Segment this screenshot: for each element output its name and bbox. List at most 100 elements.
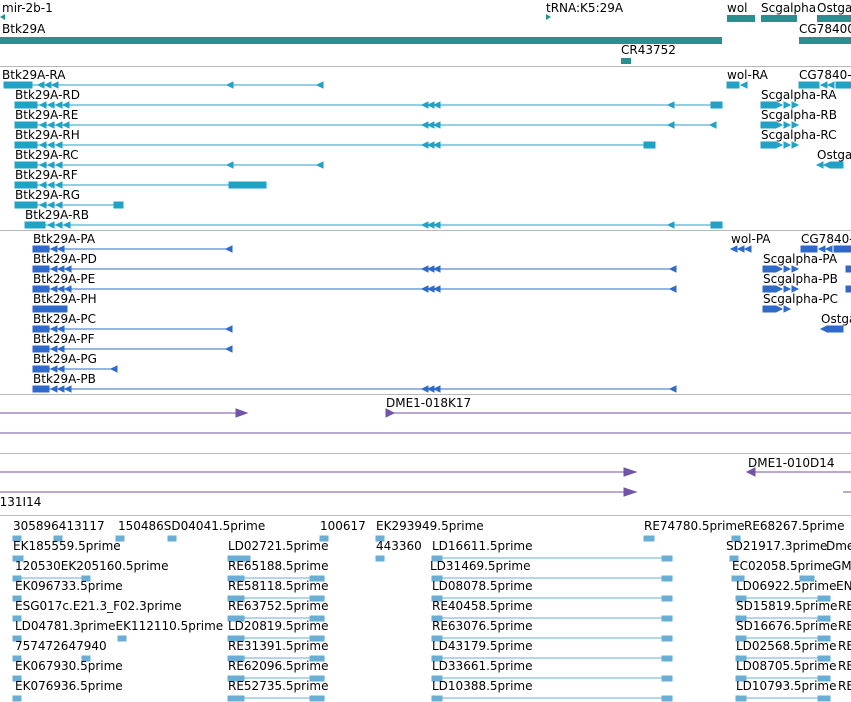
protein-label-pa[interactable]: Btk29A-PA xyxy=(33,232,96,246)
est-label[interactable]: SD15819.5prime xyxy=(736,599,838,613)
transcript-label-scgalpha-rb[interactable]: Scgalpha-RB xyxy=(761,108,837,122)
gene-label-cg7840[interactable]: CG78400 xyxy=(799,22,851,36)
gene-label-btk29a[interactable]: Btk29A xyxy=(2,22,46,36)
est-label[interactable]: EK067930.5prime xyxy=(15,659,123,673)
est-label[interactable]: RE xyxy=(838,679,851,693)
protein-label-pe[interactable]: Btk29A-PE xyxy=(33,272,96,286)
gene-ostga xyxy=(817,15,851,22)
clone-label-018k17[interactable]: DME1-018K17 xyxy=(386,396,472,410)
protein-label-scgalpha-pb[interactable]: Scgalpha-PB xyxy=(763,272,838,286)
gene-label-mir[interactable]: mir-2b-1 xyxy=(2,1,53,15)
est-label[interactable]: LD16611.5prime xyxy=(432,539,533,553)
transcript-label-scgalpha-ra[interactable]: Scgalpha-RA xyxy=(761,88,837,102)
est-label[interactable]: RE xyxy=(838,619,851,633)
est-label[interactable]: LD33661.5prime xyxy=(432,659,533,673)
track-separator xyxy=(0,66,851,67)
est-label[interactable]: RE31391.5prime xyxy=(228,639,329,653)
transcript-label-rb[interactable]: Btk29A-RB xyxy=(25,208,90,222)
protein-label-ph[interactable]: Btk29A-PH xyxy=(33,292,97,306)
transcript-glyphs xyxy=(3,81,851,229)
est-label[interactable]: RE58118.5prime xyxy=(228,579,329,593)
transcript-label-cg7840-ra[interactable]: CG7840- xyxy=(799,68,851,82)
est-label[interactable]: LD06922.5prime xyxy=(736,579,837,593)
transcript-label-rd[interactable]: Btk29A-RD xyxy=(15,88,81,102)
est-label[interactable]: 150486SD04041.5prime xyxy=(118,519,266,533)
est-label[interactable]: LD10793.5prime xyxy=(736,679,837,693)
protein-label-pb[interactable]: Btk29A-PB xyxy=(33,372,96,386)
protein-label-pg[interactable]: Btk29A-PG xyxy=(33,352,97,366)
transcript-label-scgalpha-rc[interactable]: Scgalpha-RC xyxy=(761,128,837,142)
est-label[interactable]: 120530EK205160.5prime xyxy=(15,559,169,573)
protein-label-cg7840-pa[interactable]: CG7840- xyxy=(801,232,851,246)
est-label[interactable]: ESG017c.E21.3_F02.3prime xyxy=(15,599,182,613)
gene-btk29a xyxy=(0,37,722,44)
transcript-label-ra[interactable]: Btk29A-RA xyxy=(2,68,66,82)
est-label[interactable]: RE74780.5prime xyxy=(644,519,745,533)
track-separator xyxy=(0,394,851,395)
est-label[interactable]: EK076936.5prime xyxy=(15,679,123,693)
est-label[interactable]: EK293949.5prime xyxy=(376,519,484,533)
protein-label-pd[interactable]: Btk29A-PD xyxy=(33,252,97,266)
gene-cr43752 xyxy=(621,58,631,64)
gene-scgalpha xyxy=(761,15,797,22)
transcript-label-ostga[interactable]: Ostga xyxy=(817,148,851,162)
est-label[interactable]: LD08078.5prime xyxy=(432,579,533,593)
gene-label-ostga[interactable]: Ostga xyxy=(817,1,851,15)
est-label[interactable]: SD16676.5prime xyxy=(736,619,838,633)
est-label[interactable]: SD21917.3prime xyxy=(726,539,828,553)
gene-trna xyxy=(546,14,551,20)
est-glyphs xyxy=(12,535,831,702)
gene-label-cr43752[interactable]: CR43752 xyxy=(621,43,676,57)
est-label[interactable]: RE xyxy=(838,659,851,673)
est-label[interactable]: 757472647940 xyxy=(15,639,107,653)
est-label[interactable]: RE63076.5prime xyxy=(432,619,533,633)
gene-label-scgalpha[interactable]: Scgalpha xyxy=(761,1,817,15)
clone-glyphs xyxy=(0,408,851,497)
gene-label-wol[interactable]: wol xyxy=(727,1,748,15)
est-label[interactable]: RE xyxy=(838,639,851,653)
transcript-label-wol-ra[interactable]: wol-RA xyxy=(727,68,768,82)
protein-label-pc[interactable]: Btk29A-PC xyxy=(33,312,97,326)
protein-label-wol-pa[interactable]: wol-PA xyxy=(731,232,771,246)
est-label[interactable]: LD31469.5prime xyxy=(430,559,531,573)
protein-label-ostga[interactable]: Ostga xyxy=(821,312,851,326)
protein-label-scgalpha-pa[interactable]: Scgalpha-PA xyxy=(763,252,838,266)
est-label[interactable]: Dme xyxy=(826,539,851,553)
est-label[interactable]: LD20819.5prime xyxy=(228,619,329,633)
transcript-label-rh[interactable]: Btk29A-RH xyxy=(15,128,80,142)
est-label[interactable]: EK185559.5prime xyxy=(13,539,121,553)
protein-glyphs xyxy=(32,245,851,393)
est-label[interactable]: LD43179.5prime xyxy=(432,639,533,653)
est-label[interactable]: EC02058.5prime xyxy=(732,559,833,573)
est-label[interactable]: 305896413117 xyxy=(13,519,105,533)
clone-label-010d14[interactable]: DME1-010D14 xyxy=(748,456,835,470)
est-label[interactable]: RE65188.5prime xyxy=(228,559,329,573)
est-label[interactable]: RE62096.5prime xyxy=(228,659,329,673)
est-label[interactable]: LD04781.3primeEK112110.5prime xyxy=(15,619,224,633)
est-label[interactable]: RE40458.5prime xyxy=(432,599,533,613)
est-label[interactable]: RE68267.5prime xyxy=(744,519,845,533)
gene-cg7840 xyxy=(799,37,851,44)
est-label[interactable]: LD10388.5prime xyxy=(432,679,533,693)
protein-label-pf[interactable]: Btk29A-PF xyxy=(33,332,95,346)
est-label[interactable]: LD02721.5prime xyxy=(228,539,329,553)
est-label[interactable]: GM xyxy=(832,559,851,573)
transcript-label-rc[interactable]: Btk29A-RC xyxy=(15,148,79,162)
gene-track-glyphs xyxy=(0,14,851,64)
est-label[interactable]: EK096733.5prime xyxy=(15,579,123,593)
transcript-label-re[interactable]: Btk29A-RE xyxy=(15,108,79,122)
est-label[interactable]: LD02568.5prime xyxy=(736,639,837,653)
est-label[interactable]: RE63752.5prime xyxy=(228,599,329,613)
est-label[interactable]: RE xyxy=(838,599,851,613)
transcript-label-rg[interactable]: Btk29A-RG xyxy=(15,188,81,202)
est-label[interactable]: EN xyxy=(836,579,851,593)
transcript-label-rf[interactable]: Btk29A-RF xyxy=(15,168,78,182)
est-label[interactable]: 443360 xyxy=(376,539,422,553)
est-label[interactable]: RE52735.5prime xyxy=(228,679,329,693)
est-label[interactable]: LD08705.5prime xyxy=(736,659,837,673)
protein-label-scgalpha-pc[interactable]: Scgalpha-PC xyxy=(763,292,839,306)
est-label[interactable]: 100617 xyxy=(320,519,366,533)
clone-label-0131i14[interactable]: 0131I14 xyxy=(0,495,42,509)
gene-label-trna[interactable]: tRNA:K5:29A xyxy=(546,1,624,15)
